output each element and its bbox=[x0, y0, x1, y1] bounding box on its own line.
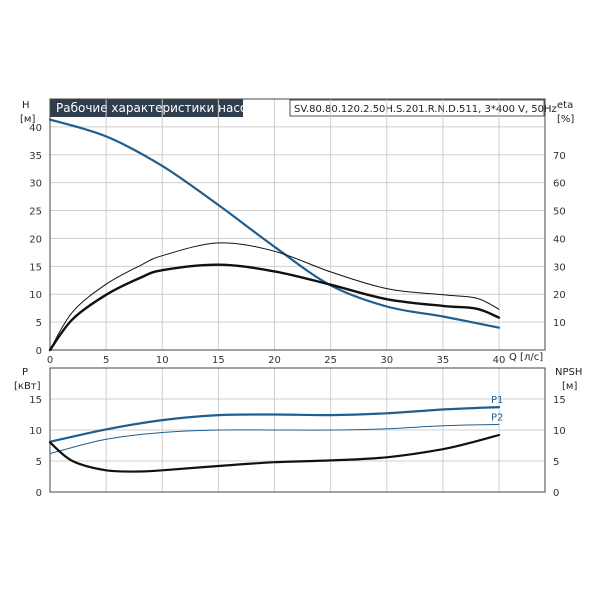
right-axis-tick-label: 40 bbox=[553, 234, 566, 245]
chart-title: Рабочие характеристики насоса bbox=[56, 101, 261, 115]
series-label-p1: P1 bbox=[491, 395, 503, 406]
right-axis-tick-label: 15 bbox=[553, 395, 566, 406]
left-axis-tick-label: 0 bbox=[36, 488, 42, 499]
left-axis-tick-label: 0 bbox=[36, 346, 42, 357]
left-axis-tick-label: 15 bbox=[29, 262, 42, 273]
upper-right-axis-label: eta bbox=[557, 100, 573, 111]
x-axis-tick-label: 0 bbox=[47, 355, 53, 366]
series-line-p2 bbox=[49, 423, 500, 455]
left-axis-tick-label: 5 bbox=[36, 457, 42, 468]
left-axis-tick-label: 25 bbox=[29, 207, 42, 218]
panel-frame bbox=[49, 98, 546, 351]
right-axis-tick-label: 30 bbox=[553, 262, 566, 273]
left-axis-tick-label: 35 bbox=[29, 151, 42, 162]
left-axis-tick-label: 5 bbox=[36, 318, 42, 329]
upper-left-axis-label: H bbox=[22, 100, 30, 111]
right-axis-tick-label: 60 bbox=[553, 179, 566, 190]
series-label-p2: P2 bbox=[491, 412, 503, 423]
left-axis-tick-label: 10 bbox=[29, 290, 42, 301]
series-line-0-2 bbox=[48, 263, 501, 352]
left-axis-tick-label: 15 bbox=[29, 395, 42, 406]
model-label-box bbox=[289, 99, 545, 117]
left-axis-tick-label: 10 bbox=[29, 426, 42, 437]
panel-frame bbox=[49, 367, 546, 493]
right-axis-tick-label: 0 bbox=[553, 488, 559, 499]
right-axis-tick-label: 50 bbox=[553, 207, 566, 218]
upper-right-axis-unit: [%] bbox=[557, 114, 574, 125]
left-axis-tick-label: 20 bbox=[29, 234, 42, 245]
x-axis-tick-label: 30 bbox=[380, 355, 393, 366]
series-line-0-0 bbox=[48, 118, 501, 329]
x-axis-label: Q [л/с] bbox=[509, 352, 543, 363]
right-axis-tick-label: 10 bbox=[553, 426, 566, 437]
x-axis-tick-label: 35 bbox=[437, 355, 450, 366]
right-axis-tick-label: 70 bbox=[553, 151, 566, 162]
series-line-1-2 bbox=[48, 433, 501, 473]
lower-right-axis-label: NPSH bbox=[555, 367, 582, 378]
right-axis-tick-label: 10 bbox=[553, 318, 566, 329]
chart-title-box bbox=[50, 99, 243, 117]
x-axis-tick-label: 25 bbox=[324, 355, 337, 366]
model-label: SV.80.80.120.2.50H.S.201.R.N.D.511, 3*40… bbox=[294, 104, 557, 115]
lower-left-axis-unit: [кВт] bbox=[14, 381, 41, 392]
left-axis-tick-label: 30 bbox=[29, 179, 42, 190]
x-axis-tick-label: 20 bbox=[268, 355, 281, 366]
series-line-p1 bbox=[48, 406, 501, 443]
right-axis-tick-label: 20 bbox=[553, 290, 566, 301]
x-axis-tick-label: 15 bbox=[212, 355, 225, 366]
lower-left-axis-label: P bbox=[22, 367, 28, 378]
x-axis-tick-label: 5 bbox=[103, 355, 109, 366]
series-line-0-1 bbox=[49, 242, 500, 351]
right-axis-tick-label: 5 bbox=[553, 457, 559, 468]
x-axis-tick-label: 10 bbox=[156, 355, 169, 366]
left-axis-tick-label: 40 bbox=[29, 123, 42, 134]
lower-right-axis-unit: [м] bbox=[562, 381, 577, 392]
x-axis-tick-label: 40 bbox=[493, 355, 506, 366]
upper-left-axis-unit: [м] bbox=[20, 114, 35, 125]
